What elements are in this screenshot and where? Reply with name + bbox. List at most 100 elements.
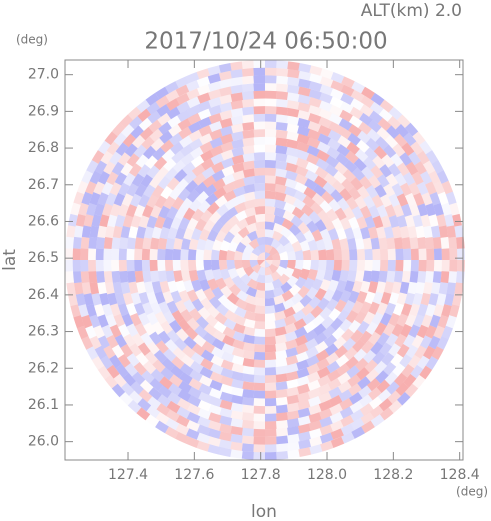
echo-cell xyxy=(141,370,155,384)
echo-cell xyxy=(364,215,376,229)
echo-cell xyxy=(113,132,127,147)
echo-cell xyxy=(265,83,277,92)
echo-cell xyxy=(292,309,306,322)
echo-cell xyxy=(125,204,138,218)
echo-cell xyxy=(448,271,457,284)
echo-cell xyxy=(218,70,232,81)
echo-cell xyxy=(265,444,277,453)
echo-cell xyxy=(276,435,289,445)
echo-cell xyxy=(73,191,85,205)
echo-cell xyxy=(298,439,312,450)
echo-cell xyxy=(348,186,361,201)
echo-cell xyxy=(244,294,257,305)
echo-cell xyxy=(408,151,421,166)
echo-cell xyxy=(307,269,318,281)
echo-cell xyxy=(119,270,129,283)
echo-cell xyxy=(138,388,153,403)
echo-cell xyxy=(286,386,299,397)
echo-cell xyxy=(356,248,365,260)
echo-cell xyxy=(308,296,322,309)
echo-cell xyxy=(401,203,413,217)
echo-cell xyxy=(153,156,168,171)
echo-cell xyxy=(177,118,192,131)
echo-cell xyxy=(363,195,376,209)
echo-cell xyxy=(195,288,207,302)
echo-cell xyxy=(208,211,222,224)
echo-cell xyxy=(208,396,222,408)
echo-cell xyxy=(339,238,349,250)
echo-cell xyxy=(169,186,182,201)
echo-cell xyxy=(381,352,395,366)
echo-cell xyxy=(337,372,351,385)
echo-cell xyxy=(155,166,169,180)
echo-cell xyxy=(91,356,105,370)
echo-cell xyxy=(196,260,204,271)
echo-cell xyxy=(228,283,242,297)
echo-cell xyxy=(265,221,275,231)
echo-cell xyxy=(339,406,354,419)
echo-cell xyxy=(186,317,200,331)
echo-cell xyxy=(253,129,265,138)
echo-cell xyxy=(167,391,182,405)
echo-cell xyxy=(268,246,279,257)
echo-cell xyxy=(306,145,320,157)
echo-cell xyxy=(221,351,235,363)
echo-cell xyxy=(101,324,114,339)
echo-cell xyxy=(338,389,353,402)
echo-cell xyxy=(338,126,352,140)
y-tick-label: 26.5 xyxy=(28,250,59,266)
echo-cell xyxy=(80,271,90,284)
echo-cell xyxy=(166,106,181,120)
echo-cell xyxy=(146,291,158,305)
echo-cell xyxy=(166,98,180,111)
echo-cell xyxy=(220,141,234,153)
echo-cell xyxy=(207,229,219,242)
echo-cell xyxy=(170,290,182,304)
echo-cell xyxy=(282,210,295,222)
echo-cell xyxy=(290,215,304,228)
echo-cell xyxy=(146,194,159,208)
echo-cell xyxy=(265,421,277,430)
echo-cell xyxy=(195,218,207,232)
echo-cell xyxy=(155,95,170,109)
echo-cell xyxy=(111,383,126,398)
echo-cell xyxy=(188,249,197,260)
echo-cell xyxy=(361,86,375,100)
echo-cell xyxy=(265,405,277,414)
echo-cell xyxy=(129,193,142,208)
echo-cell xyxy=(270,270,282,282)
echo-cell xyxy=(141,260,151,272)
echo-cell xyxy=(329,403,343,416)
echo-cell xyxy=(254,145,265,153)
echo-cell xyxy=(365,368,380,383)
echo-cell xyxy=(219,399,233,410)
echo-cell xyxy=(196,68,210,80)
echo-cell xyxy=(137,398,152,412)
echo-cell xyxy=(189,146,204,160)
echo-cell xyxy=(304,178,318,191)
echo-cell xyxy=(163,195,176,210)
echo-cell xyxy=(400,323,412,338)
echo-cell xyxy=(436,293,447,306)
echo-cell xyxy=(426,248,435,260)
echo-cell xyxy=(208,420,222,431)
echo-cell xyxy=(204,269,215,282)
echo-cell xyxy=(423,281,433,295)
echo-cell xyxy=(297,391,311,403)
echo-cell xyxy=(287,76,300,87)
echo-cell xyxy=(85,181,97,195)
echo-cell xyxy=(438,225,449,238)
echo-cell xyxy=(88,260,97,272)
echo-cell xyxy=(183,207,196,221)
echo-cell xyxy=(315,269,326,282)
echo-cell xyxy=(234,250,244,260)
echo-cell xyxy=(254,320,265,330)
echo-cell xyxy=(158,205,171,219)
echo-cell xyxy=(242,365,255,375)
echo-cell xyxy=(316,149,330,162)
echo-cell xyxy=(136,407,151,421)
echo-cell xyxy=(376,204,388,218)
echo-cell xyxy=(319,92,333,104)
echo-cell xyxy=(203,249,212,260)
echo-cell xyxy=(379,164,393,178)
